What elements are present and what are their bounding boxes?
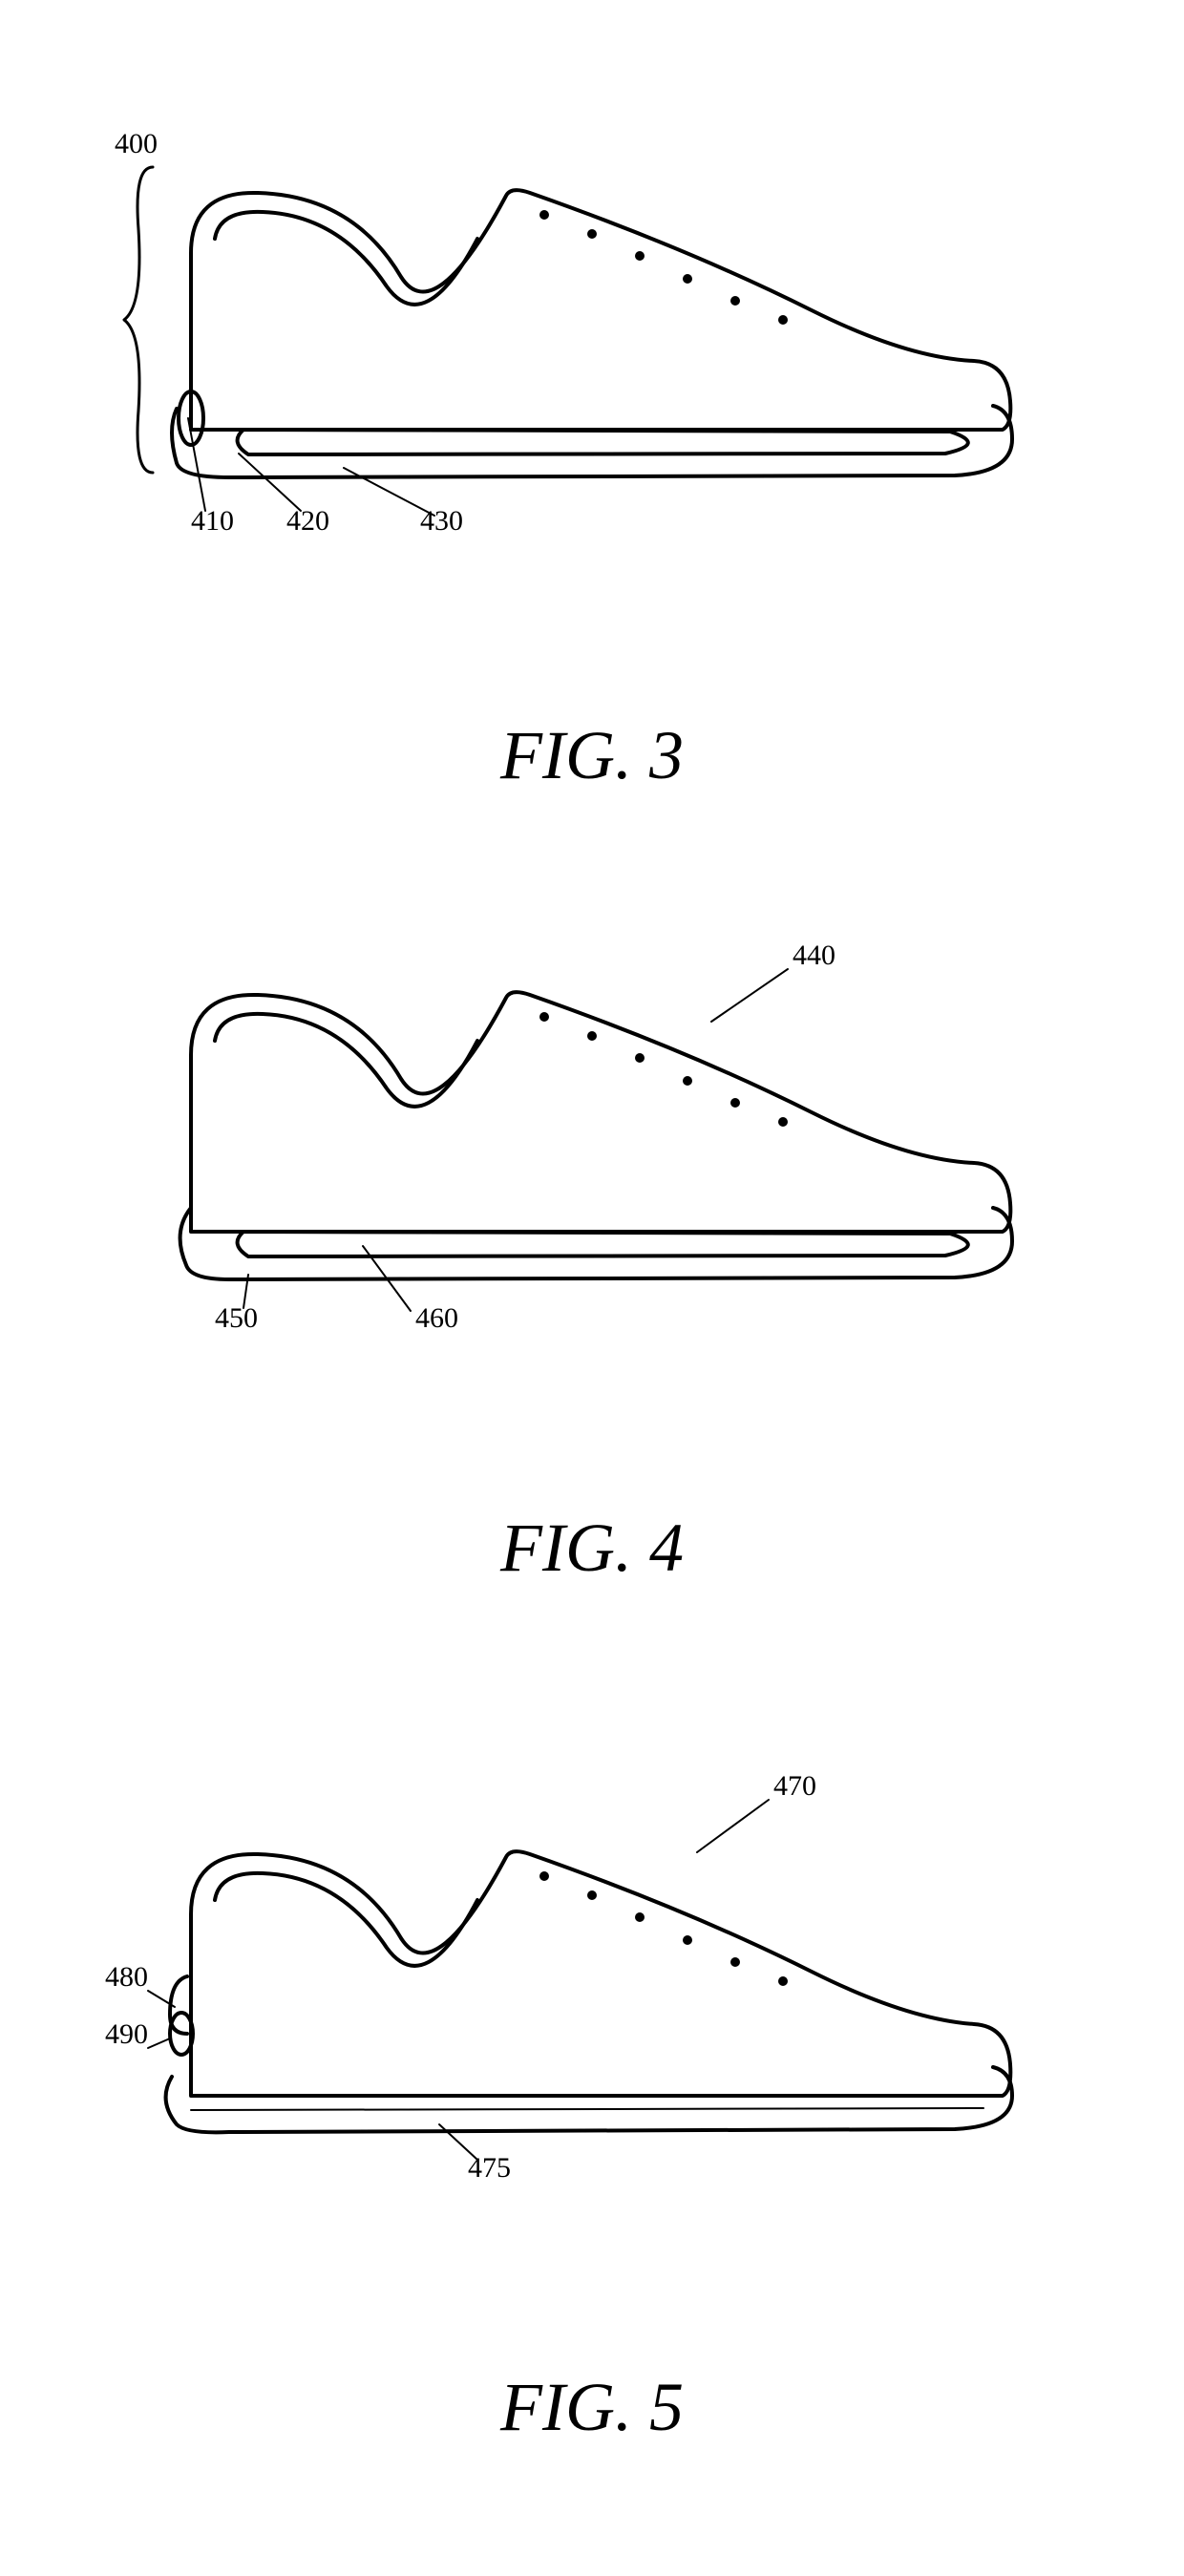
- figure-5-caption: FIG. 5: [0, 2368, 1184, 2447]
- ref-430: 430: [420, 505, 463, 537]
- ref-490: 490: [105, 2018, 148, 2050]
- patent-figure-page: 400 410 420 430 FIG. 3 440: [0, 0, 1184, 2576]
- ref-440: 440: [793, 940, 835, 971]
- ref-400: 400: [115, 128, 158, 159]
- figure-4-drawing: 440 450 460: [0, 917, 1184, 1413]
- ref-470: 470: [773, 1770, 816, 1802]
- ref-450: 450: [215, 1302, 258, 1334]
- ref-480: 480: [105, 1961, 148, 1993]
- figure-3-caption: FIG. 3: [0, 716, 1184, 795]
- figure-3-drawing: 400 410 420 430: [0, 115, 1184, 611]
- ref-410: 410: [191, 505, 234, 537]
- ref-475: 475: [468, 2152, 511, 2184]
- ref-420: 420: [286, 505, 329, 537]
- figure-5-drawing: 470 480 490 475: [0, 1747, 1184, 2282]
- ref-460: 460: [415, 1302, 458, 1334]
- figure-4-caption: FIG. 4: [0, 1509, 1184, 1588]
